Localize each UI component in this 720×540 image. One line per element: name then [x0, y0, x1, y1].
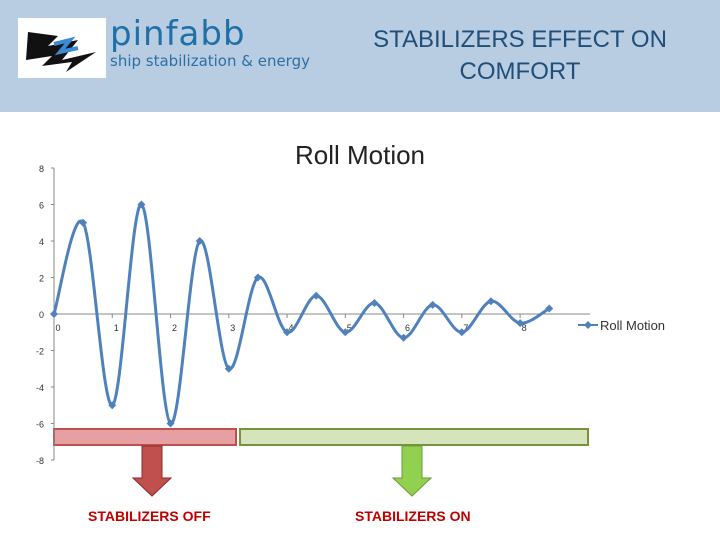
data-point — [108, 401, 117, 410]
logo-tagline: ship stabilization & energy — [110, 52, 310, 70]
stabilizers-on-label: STABILIZERS ON — [355, 508, 471, 524]
slide-title: STABILIZERS EFFECT ON COMFORT — [373, 26, 667, 85]
data-point — [137, 200, 146, 209]
x-tick-label: 7 — [463, 323, 468, 333]
y-tick-label: 4 — [39, 237, 44, 247]
stabilizers-off-bar — [53, 428, 237, 446]
data-point — [253, 273, 262, 282]
data-point — [428, 300, 437, 309]
x-tick-label: 2 — [172, 323, 177, 333]
chart-title: Roll Motion — [294, 140, 426, 170]
y-tick-label: -8 — [36, 456, 44, 466]
data-point — [341, 328, 350, 337]
legend-label: Roll Motion — [600, 318, 665, 333]
logo-name: pinfabb — [110, 14, 246, 54]
data-point — [399, 333, 408, 342]
x-tick-label: 5 — [347, 323, 352, 333]
roll-motion-chart: 8 6 4 2 0 -2 -4 -6 -8 0 1 2 3 4 5 6 7 8 Roll Motion — [36, 164, 665, 497]
x-tick-label: 0 — [55, 323, 60, 333]
data-point — [283, 328, 292, 337]
y-tick-label: -2 — [36, 347, 44, 357]
x-tick-label: 4 — [289, 323, 294, 333]
logo-icon — [18, 18, 106, 78]
data-point — [50, 310, 58, 318]
x-tick-label: 3 — [230, 323, 235, 333]
data-point — [516, 319, 525, 328]
legend-marker — [584, 321, 592, 329]
y-tick-label: 6 — [39, 201, 44, 211]
stabilizers-off-arrow — [131, 445, 173, 497]
data-point — [312, 291, 321, 300]
x-tick-label: 1 — [114, 323, 119, 333]
roll-motion-series-line — [52, 202, 550, 426]
stabilizers-on-bar — [239, 428, 589, 446]
data-point — [224, 364, 233, 373]
data-point — [195, 237, 204, 245]
y-tick-label: -4 — [36, 383, 44, 393]
stabilizers-off-label: STABILIZERS OFF — [88, 508, 211, 524]
y-tick-label: 0 — [39, 310, 44, 320]
x-tick-label: 6 — [405, 323, 410, 333]
y-tick-label: 8 — [39, 164, 44, 174]
header-banner: pinfabb ship stabilization & energy STAB… — [0, 0, 720, 112]
data-point — [545, 304, 554, 313]
y-tick-label: 2 — [39, 274, 44, 284]
data-point — [457, 328, 466, 337]
x-tick-label: 8 — [522, 323, 527, 333]
y-tick-label: -6 — [36, 420, 44, 430]
data-point — [166, 419, 175, 428]
data-point — [370, 299, 379, 308]
data-point — [79, 218, 88, 227]
stabilizers-on-arrow — [391, 445, 433, 497]
data-point — [486, 297, 495, 306]
